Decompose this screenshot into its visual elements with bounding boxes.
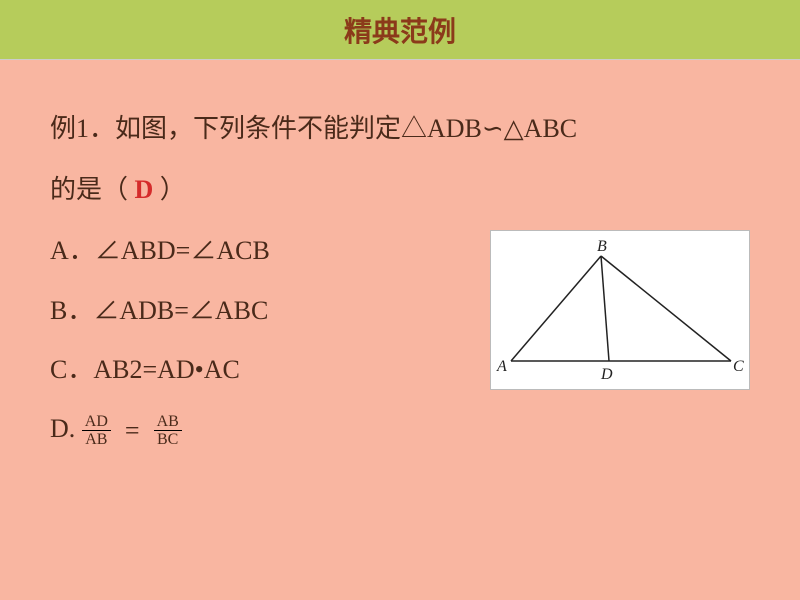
equals-sign: = (125, 402, 140, 459)
fraction-1-num: AD (82, 413, 111, 432)
question-line1: 例1．如图，下列条件不能判定△ADB∽△ABC (50, 100, 760, 157)
fraction-2-num: AB (154, 413, 182, 432)
slide-header: 精典范例 (0, 0, 800, 60)
fraction-1: AD AB (82, 413, 111, 449)
question-line2-suffix: ） (160, 175, 186, 204)
svg-text:D: D (600, 366, 613, 383)
slide: 精典范例 例1．如图，下列条件不能判定△ADB∽△ABC 的是（ D ） A．∠… (0, 0, 800, 600)
answer-letter: D (135, 175, 154, 204)
header-title: 精典范例 (344, 10, 456, 50)
svg-text:C: C (733, 358, 744, 375)
option-d-prefix: D. (50, 414, 75, 443)
option-d-expression: AD AB = AB BC (82, 402, 182, 459)
fraction-2: AB BC (154, 413, 182, 449)
svg-text:A: A (496, 358, 507, 375)
triangle-svg: A B C D (491, 231, 751, 391)
question-line2-prefix: 的是（ (50, 175, 128, 204)
question-line2: 的是（ D ） (50, 161, 760, 218)
option-d: D. AD AB = AB BC (50, 400, 760, 460)
triangle-figure: A B C D (490, 230, 750, 390)
fraction-2-den: BC (154, 431, 181, 449)
fraction-1-den: AB (82, 431, 110, 449)
svg-text:B: B (597, 238, 607, 255)
